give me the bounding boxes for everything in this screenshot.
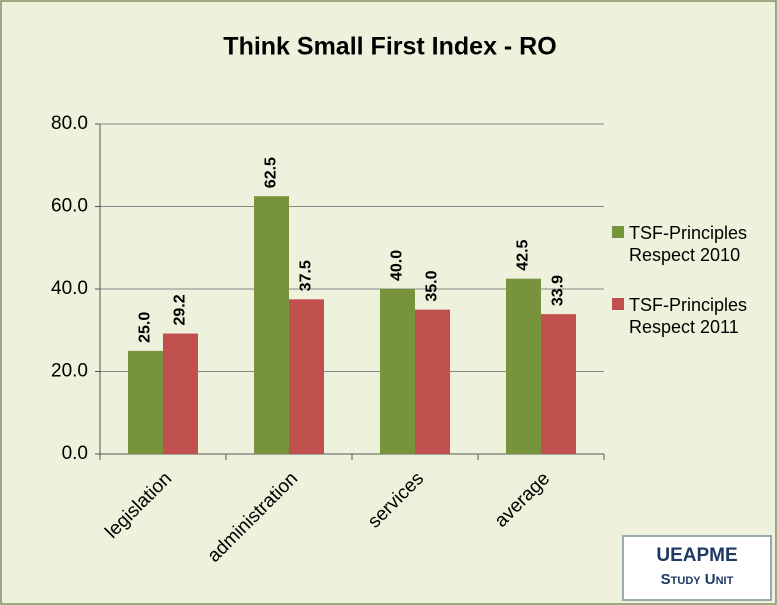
y-tick-label: 20.0 (51, 361, 88, 382)
y-tick-label: 60.0 (51, 196, 88, 217)
value-label: 25.0 (137, 312, 154, 343)
badge-title: UEAPME (656, 545, 738, 566)
legend-swatch (612, 298, 624, 310)
y-tick-label: 0.0 (62, 443, 88, 464)
bar (380, 289, 415, 454)
bar (506, 278, 541, 454)
legend-swatch (612, 226, 624, 238)
value-label: 40.0 (389, 250, 406, 281)
value-label: 33.9 (550, 275, 567, 306)
y-tick-label: 40.0 (51, 278, 88, 299)
y-tick-label: 80.0 (51, 113, 88, 134)
value-label: 62.5 (263, 157, 280, 188)
bar (254, 196, 289, 454)
badge: UEAPME Study Unit (622, 535, 772, 601)
bar (541, 314, 576, 454)
bar (415, 309, 450, 454)
bar (289, 299, 324, 454)
badge-subtitle: Study Unit (660, 571, 734, 588)
value-label: 35.0 (424, 270, 441, 301)
legend-label: TSF-Principles Respect 2011 (629, 295, 748, 337)
chart-title: Think Small First Index - RO (223, 33, 556, 61)
bar (163, 333, 198, 454)
bar (128, 350, 163, 454)
value-label: 42.5 (515, 239, 532, 270)
value-label: 29.2 (172, 294, 189, 325)
legend-label: TSF-Principles Respect 2010 (629, 223, 748, 265)
value-label: 37.5 (298, 260, 315, 291)
